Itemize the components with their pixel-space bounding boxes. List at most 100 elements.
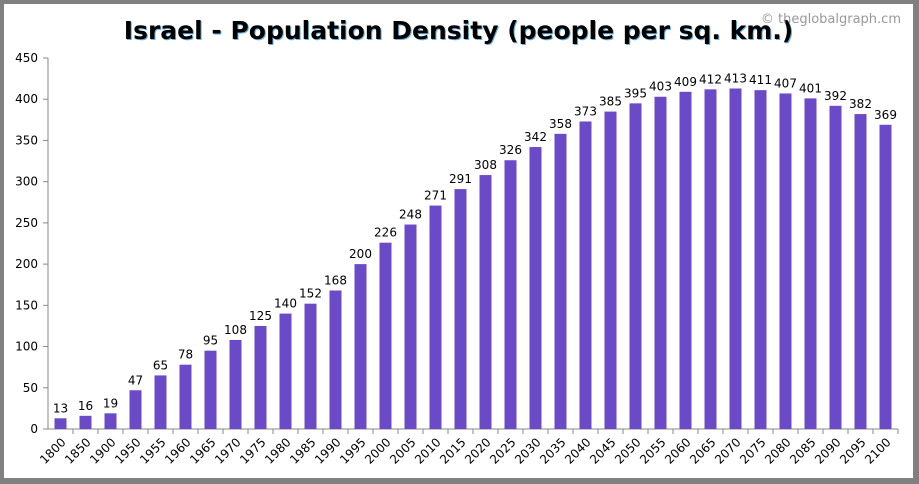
bar bbox=[204, 350, 217, 429]
y-tick-label: 200 bbox=[15, 257, 38, 271]
bar bbox=[254, 325, 267, 429]
y-tick-label: 350 bbox=[15, 133, 38, 147]
bar bbox=[779, 93, 792, 429]
x-tick-label: 1955 bbox=[137, 435, 168, 466]
bar bbox=[754, 90, 767, 430]
data-label: 271 bbox=[424, 189, 447, 203]
data-label: 200 bbox=[349, 247, 372, 261]
data-label: 78 bbox=[178, 348, 193, 362]
y-tick-label: 250 bbox=[15, 216, 38, 230]
data-label: 65 bbox=[153, 358, 168, 372]
y-tick-label: 50 bbox=[23, 381, 38, 395]
bar bbox=[479, 175, 492, 429]
data-label: 125 bbox=[249, 309, 272, 323]
x-tick-label: 2100 bbox=[862, 435, 893, 466]
y-tick-label: 450 bbox=[15, 51, 38, 65]
data-label: 226 bbox=[374, 226, 397, 240]
y-tick-label: 300 bbox=[15, 175, 38, 189]
y-tick-label: 150 bbox=[15, 298, 38, 312]
x-tick-label: 2025 bbox=[487, 435, 518, 466]
bar bbox=[104, 413, 117, 429]
x-tick-label: 2060 bbox=[662, 435, 693, 466]
chart-title: Israel - Population Density (people per … bbox=[123, 16, 794, 45]
x-tick-label: 2020 bbox=[462, 435, 493, 466]
data-label: 152 bbox=[299, 287, 322, 301]
data-label: 401 bbox=[799, 81, 822, 95]
data-label: 248 bbox=[399, 208, 422, 222]
x-tick-label: 1975 bbox=[237, 435, 268, 466]
y-tick-label: 400 bbox=[15, 92, 38, 106]
bar bbox=[579, 121, 592, 429]
data-label: 373 bbox=[574, 104, 597, 118]
data-label: 342 bbox=[524, 130, 547, 144]
x-tick-label: 1800 bbox=[37, 435, 68, 466]
x-tick-label: 1960 bbox=[162, 435, 193, 466]
data-label: 411 bbox=[749, 73, 772, 87]
data-label: 140 bbox=[274, 297, 297, 311]
x-tick-label: 2075 bbox=[737, 435, 768, 466]
x-tick-label: 1980 bbox=[262, 435, 293, 466]
x-tick-label: 2085 bbox=[787, 435, 818, 466]
x-tick-label: 2015 bbox=[437, 435, 468, 466]
bar bbox=[354, 264, 367, 429]
bar bbox=[304, 303, 317, 429]
x-tick-label: 1985 bbox=[287, 435, 318, 466]
data-label: 412 bbox=[699, 72, 722, 86]
x-tick-label: 2095 bbox=[837, 435, 868, 466]
x-tick-label: 2005 bbox=[387, 435, 418, 466]
bar bbox=[679, 91, 692, 430]
x-tick-label: 2000 bbox=[362, 435, 393, 466]
bar bbox=[379, 242, 392, 429]
x-tick-label: 2080 bbox=[762, 435, 793, 466]
data-label: 108 bbox=[224, 323, 247, 337]
x-tick-label: 2040 bbox=[562, 435, 593, 466]
x-tick-label: 1995 bbox=[337, 435, 368, 466]
data-label: 16 bbox=[78, 399, 93, 413]
data-label: 291 bbox=[449, 172, 472, 186]
bar bbox=[154, 375, 167, 429]
data-label: 392 bbox=[824, 89, 847, 103]
bar bbox=[279, 313, 292, 429]
bar bbox=[54, 418, 67, 429]
data-label: 385 bbox=[599, 95, 622, 109]
data-label: 382 bbox=[849, 97, 872, 111]
bar bbox=[604, 111, 617, 429]
x-tick-label: 1965 bbox=[187, 435, 218, 466]
data-label: 403 bbox=[649, 80, 672, 94]
x-tick-label: 1900 bbox=[87, 435, 118, 466]
x-tick-label: 2055 bbox=[637, 435, 668, 466]
data-label: 407 bbox=[774, 76, 797, 90]
data-label: 409 bbox=[674, 75, 697, 89]
x-tick-label: 2045 bbox=[587, 435, 618, 466]
x-tick-label: 2065 bbox=[687, 435, 718, 466]
bar bbox=[129, 390, 142, 429]
bar bbox=[329, 290, 342, 429]
bar bbox=[504, 160, 517, 429]
bar bbox=[454, 189, 467, 429]
bar bbox=[854, 114, 867, 429]
x-tick-label: 1850 bbox=[62, 435, 93, 466]
data-label: 326 bbox=[499, 143, 522, 157]
y-tick-label: 100 bbox=[15, 340, 38, 354]
data-label: 369 bbox=[874, 108, 897, 122]
x-tick-label: 2010 bbox=[412, 435, 443, 466]
data-label: 308 bbox=[474, 158, 497, 172]
data-label: 13 bbox=[53, 401, 68, 415]
data-label: 168 bbox=[324, 273, 347, 287]
x-tick-label: 1970 bbox=[212, 435, 243, 466]
bar bbox=[729, 88, 742, 429]
data-label: 95 bbox=[203, 334, 218, 348]
data-label: 395 bbox=[624, 86, 647, 100]
x-tick-label: 2030 bbox=[512, 435, 543, 466]
data-label: 413 bbox=[724, 72, 747, 86]
y-tick-label: 0 bbox=[30, 422, 38, 436]
bar bbox=[629, 103, 642, 429]
bar bbox=[704, 89, 717, 429]
bar bbox=[229, 339, 242, 429]
bar bbox=[179, 364, 192, 429]
x-tick-label: 1950 bbox=[112, 435, 143, 466]
bar bbox=[804, 98, 817, 430]
bar bbox=[529, 147, 542, 430]
